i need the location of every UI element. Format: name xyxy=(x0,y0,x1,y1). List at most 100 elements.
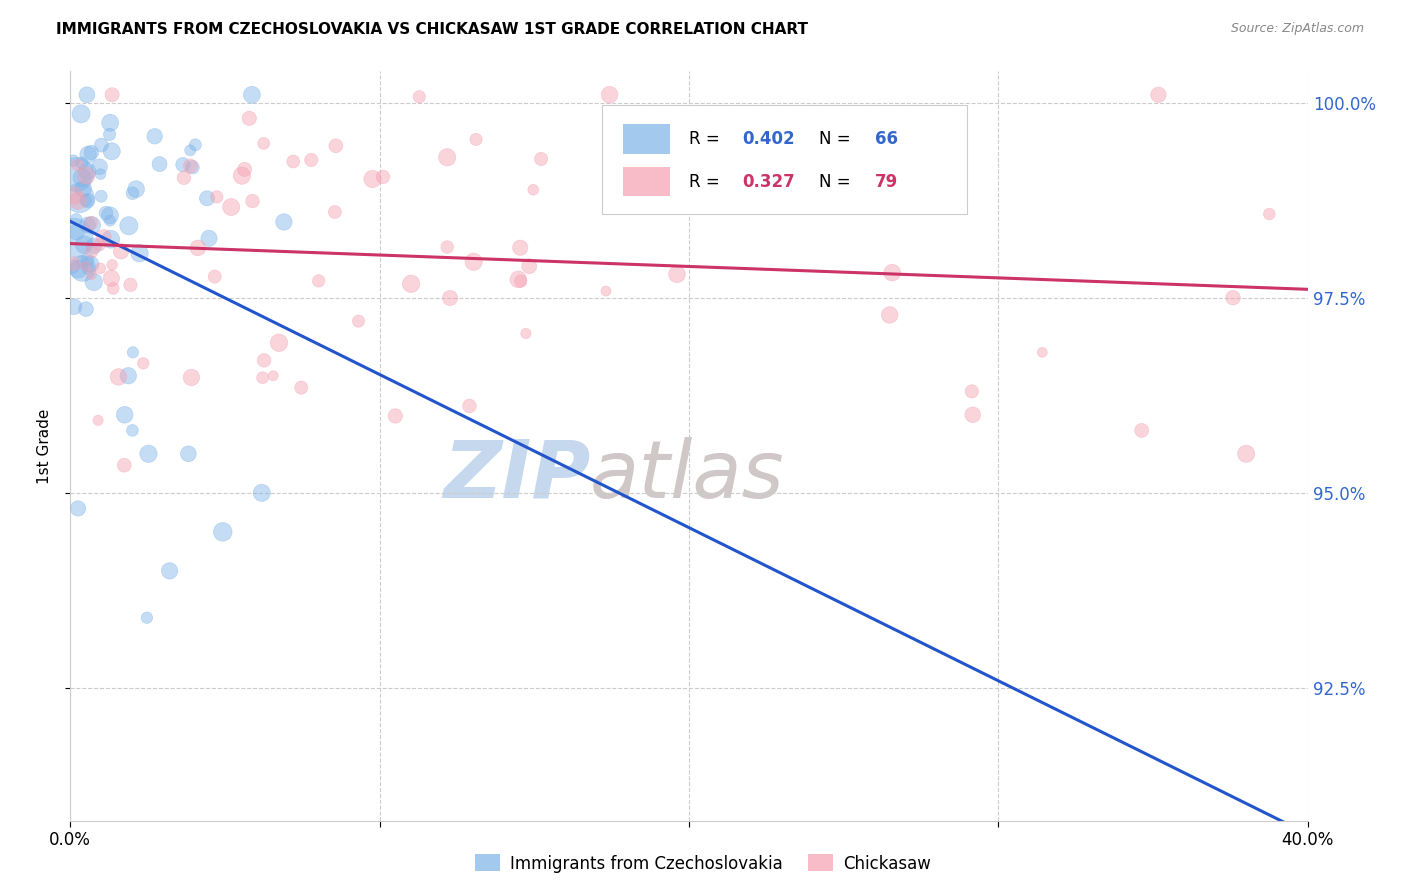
Text: IMMIGRANTS FROM CZECHOSLOVAKIA VS CHICKASAW 1ST GRADE CORRELATION CHART: IMMIGRANTS FROM CZECHOSLOVAKIA VS CHICKA… xyxy=(56,22,808,37)
Point xyxy=(384,409,406,423)
Point xyxy=(231,169,253,183)
Point xyxy=(842,123,865,137)
Text: N =: N = xyxy=(818,130,856,148)
Point xyxy=(94,206,117,220)
Text: ZIP: ZIP xyxy=(443,437,591,515)
Point xyxy=(77,261,100,276)
Point xyxy=(100,145,122,159)
Point xyxy=(89,237,111,252)
Point xyxy=(290,381,312,395)
Point xyxy=(67,194,90,208)
Point xyxy=(110,244,132,259)
Point xyxy=(132,356,155,370)
Point xyxy=(595,284,617,298)
Point xyxy=(118,219,141,233)
Point xyxy=(1222,291,1244,305)
Point xyxy=(83,239,105,253)
Point xyxy=(76,87,98,102)
Point xyxy=(325,138,347,153)
Point xyxy=(75,302,97,317)
Point xyxy=(240,87,263,102)
Point xyxy=(509,241,531,255)
Point xyxy=(98,213,121,227)
Point xyxy=(465,132,488,146)
Point xyxy=(75,169,97,183)
Point xyxy=(458,399,481,413)
Point xyxy=(63,300,86,314)
Point xyxy=(177,447,200,461)
Point xyxy=(76,218,98,232)
Point xyxy=(121,424,143,438)
Point xyxy=(103,281,125,295)
Point xyxy=(128,246,150,260)
Point xyxy=(607,179,630,194)
Point xyxy=(76,194,98,208)
Text: 0.402: 0.402 xyxy=(742,130,794,148)
Point xyxy=(72,261,94,276)
Point xyxy=(173,170,195,185)
Point xyxy=(100,232,122,246)
Point xyxy=(1147,87,1170,102)
Text: 0.327: 0.327 xyxy=(742,172,794,191)
Point xyxy=(599,87,621,102)
Point xyxy=(962,408,984,422)
Point xyxy=(101,87,124,102)
Point xyxy=(100,271,122,285)
Point xyxy=(219,200,242,214)
Point xyxy=(283,154,305,169)
Point xyxy=(308,274,330,288)
Point xyxy=(69,191,91,205)
Point xyxy=(121,186,143,201)
Point xyxy=(117,368,139,383)
Point xyxy=(666,268,689,282)
Point xyxy=(179,143,201,157)
Point xyxy=(65,225,87,239)
Point xyxy=(93,230,115,244)
Point xyxy=(90,138,112,153)
Point xyxy=(262,368,284,383)
Point xyxy=(138,447,160,461)
Point xyxy=(242,194,264,208)
Point xyxy=(299,153,322,167)
Point xyxy=(205,190,228,204)
Point xyxy=(172,158,194,172)
Point xyxy=(204,269,226,284)
Point xyxy=(508,272,530,286)
Point xyxy=(436,150,458,164)
Point xyxy=(101,258,124,272)
Point xyxy=(70,107,93,121)
Point xyxy=(436,240,458,254)
Point xyxy=(195,191,218,205)
Point xyxy=(882,266,904,280)
Text: Source: ZipAtlas.com: Source: ZipAtlas.com xyxy=(1230,22,1364,36)
Point xyxy=(253,136,276,151)
Point xyxy=(62,153,84,168)
Point xyxy=(371,169,394,184)
Point xyxy=(89,160,111,174)
Point xyxy=(70,156,93,170)
Point xyxy=(180,370,202,384)
Point xyxy=(87,413,110,427)
Point xyxy=(211,524,233,539)
Point xyxy=(1234,447,1257,461)
Point xyxy=(76,252,98,267)
Point xyxy=(66,501,89,516)
Point xyxy=(98,116,121,130)
Point xyxy=(80,268,103,282)
Point xyxy=(98,208,121,222)
Point xyxy=(73,237,96,252)
Point xyxy=(60,260,83,274)
Point xyxy=(253,353,276,368)
Point xyxy=(89,261,111,276)
Point xyxy=(198,231,221,245)
Point xyxy=(63,188,86,202)
Text: N =: N = xyxy=(818,172,856,191)
Point xyxy=(347,314,370,328)
Point xyxy=(76,164,98,178)
Point xyxy=(90,167,112,181)
Point xyxy=(775,133,797,147)
Text: R =: R = xyxy=(689,172,725,191)
Point xyxy=(179,159,201,173)
Point xyxy=(77,147,100,161)
Point xyxy=(960,384,983,399)
